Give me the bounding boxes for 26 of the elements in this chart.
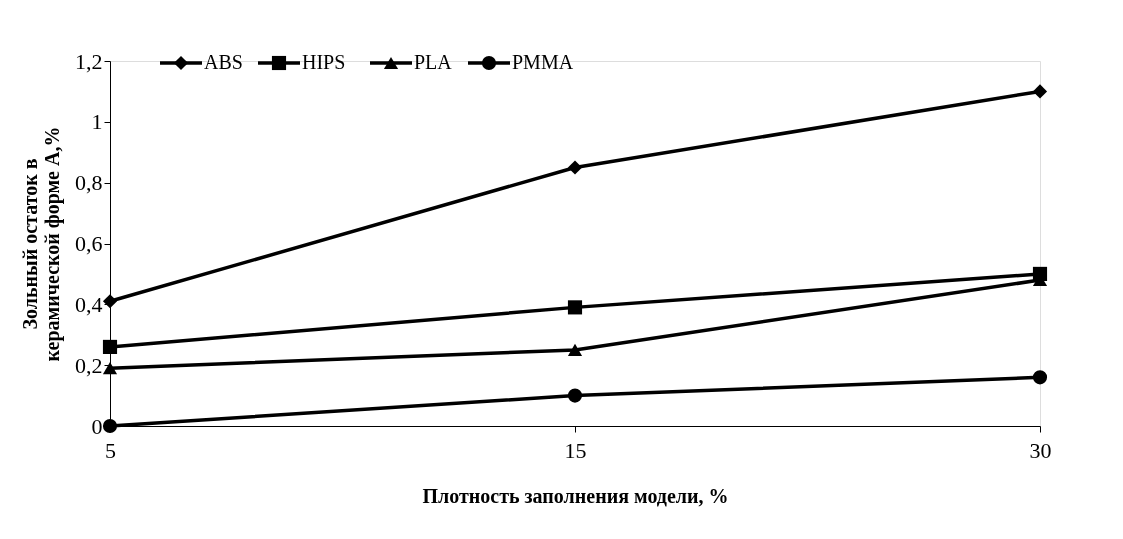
- legend-label: HIPS: [302, 51, 346, 73]
- legend-label: PMMA: [512, 51, 574, 73]
- y-axis-title: Зольный остаток в керамической форме А,%: [19, 126, 64, 362]
- y-tick-label: 0: [91, 413, 103, 439]
- point: [102, 339, 118, 354]
- y-tick-label: 0,2: [75, 352, 103, 378]
- point: [567, 388, 583, 403]
- point: [102, 418, 118, 434]
- point: [102, 294, 118, 309]
- point: [567, 343, 583, 357]
- point: [567, 300, 583, 315]
- y-tick-label: 1,2: [75, 48, 103, 74]
- point: [567, 160, 583, 175]
- y-tick-label: 0,4: [75, 291, 103, 317]
- x-tick-label: 30: [1029, 437, 1052, 463]
- legend-label: ABS: [204, 51, 243, 73]
- x-tick-label: 5: [105, 437, 116, 463]
- x-axis-title: Плотность заполнения модели, %: [422, 484, 729, 507]
- x-tick-label: 15: [564, 437, 587, 463]
- legend-label: PLA: [414, 51, 453, 73]
- point: [1032, 84, 1048, 99]
- point: [102, 362, 118, 375]
- y-tick-label: 1: [91, 109, 103, 135]
- point: [1032, 370, 1048, 385]
- y-tick-label: 0,8: [75, 170, 103, 196]
- y-tick-label: 0,6: [75, 231, 103, 256]
